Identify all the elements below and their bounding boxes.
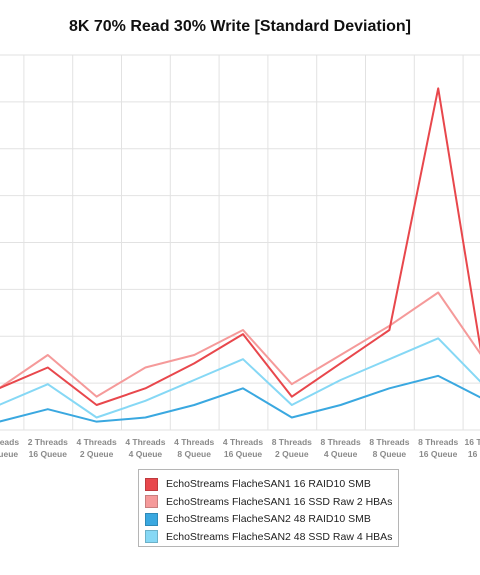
chart-title: 8K 70% Read 30% Write [Standard Deviatio… — [68, 18, 412, 35]
x-tick-label: 4 Queue — [129, 449, 163, 459]
grid-lines — [0, 54, 480, 431]
legend-item: EchoStreams FlacheSAN2 48 RAID10 SMB — [145, 511, 371, 527]
x-tick-label: 8 Threads — [272, 437, 312, 447]
legend-item: EchoStreams FlacheSAN2 48 SSD Raw 4 HBAs — [145, 529, 392, 545]
x-tick-label: 16 Queue — [29, 449, 68, 459]
x-tick-label: 4 Threads — [223, 437, 263, 447]
x-tick-label: 16 Queue — [224, 449, 263, 459]
x-tick-label: 4 Threads — [125, 437, 165, 447]
x-tick-label: 16 Queue — [0, 449, 18, 459]
legend-swatch — [145, 495, 158, 508]
legend-label: EchoStreams FlacheSAN2 48 SSD Raw 4 HBAs — [166, 530, 393, 543]
x-tick-label: 1 Threads — [0, 437, 19, 447]
series-line — [0, 374, 480, 423]
x-tick-label: 8 Threads — [369, 437, 409, 447]
legend-swatch — [145, 530, 158, 543]
x-tick-label: 8 Threads — [321, 437, 361, 447]
series-line — [0, 87, 480, 406]
x-tick-label: 2 Threads — [28, 437, 68, 447]
legend-swatch — [145, 477, 158, 491]
x-tick-label: 8 Threads — [418, 437, 458, 447]
x-tick-label: 2 Queue — [275, 449, 309, 459]
x-tick-label: 4 Threads — [77, 437, 117, 447]
legend: EchoStreams FlacheSAN1 16 RAID10 SMB Echo… — [138, 469, 399, 547]
x-tick-label: 8 Queue — [177, 449, 211, 459]
x-tick-label: 8 Queue — [373, 449, 407, 459]
legend-item: EchoStreams FlacheSAN1 16 RAID10 SMB — [145, 476, 371, 492]
x-tick-label: 16 Threads — [465, 437, 480, 447]
series-line — [0, 337, 480, 419]
x-tick-label: 2 Queue — [80, 449, 114, 459]
series-line — [0, 291, 480, 398]
legend-label: EchoStreams FlacheSAN1 16 RAID10 SMB — [166, 478, 371, 490]
legend-swatch — [145, 512, 158, 526]
x-tick-label: 4 Threads — [174, 437, 214, 447]
series-lines — [0, 87, 480, 423]
x-tick-label: 16 Queue — [468, 449, 480, 459]
x-tick-label: 16 Queue — [419, 449, 458, 459]
legend-label: EchoStreams FlacheSAN2 48 RAID10 SMB — [166, 513, 371, 525]
x-axis-ticks: 1 Threads 16 Queue 2 Threads 16 Queue 4 Thre… — [0, 437, 480, 459]
x-tick-label: 4 Queue — [324, 449, 358, 459]
legend-label: EchoStreams FlacheSAN1 16 SSD Raw 2 HBAs — [166, 495, 393, 508]
legend-item: EchoStreams FlacheSAN1 16 SSD Raw 2 HBAs — [145, 494, 392, 510]
